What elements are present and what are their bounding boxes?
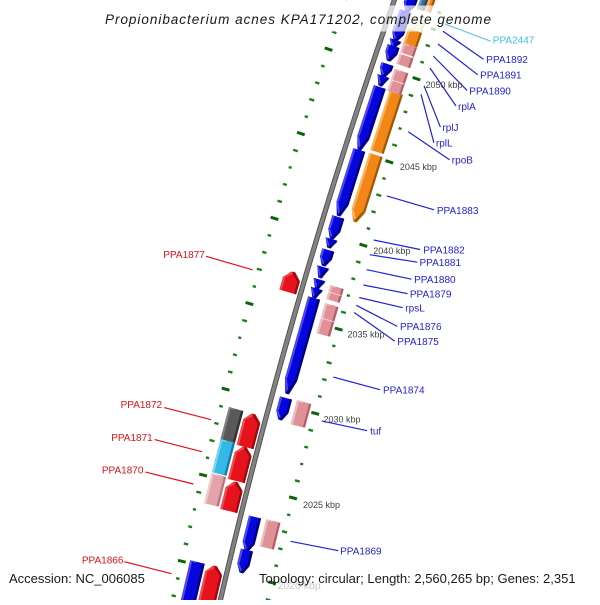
svg-text:PPA1869: PPA1869 bbox=[340, 547, 382, 558]
svg-text:2030 kbp: 2030 kbp bbox=[324, 414, 361, 424]
svg-text:PPA1871: PPA1871 bbox=[111, 433, 153, 444]
svg-text:2035 kbp: 2035 kbp bbox=[348, 330, 385, 340]
svg-text:PPA1892: PPA1892 bbox=[486, 55, 528, 66]
svg-text:Propionibacterium acnes KPA171: Propionibacterium acnes KPA171202, compl… bbox=[105, 12, 491, 27]
svg-text:PPA1882: PPA1882 bbox=[423, 245, 465, 256]
svg-text:Topology: circular; Length: 2,: Topology: circular; Length: 2,560,265 bp… bbox=[259, 571, 576, 586]
svg-text:PPA1866: PPA1866 bbox=[82, 556, 124, 567]
svg-text:PPA1875: PPA1875 bbox=[397, 337, 439, 348]
svg-text:PPA1881: PPA1881 bbox=[420, 258, 462, 269]
svg-text:PPA2447: PPA2447 bbox=[493, 35, 535, 46]
svg-text:PPA1879: PPA1879 bbox=[410, 289, 452, 300]
svg-text:Accession: NC_006085: Accession: NC_006085 bbox=[9, 571, 145, 586]
svg-text:PPA1872: PPA1872 bbox=[121, 400, 163, 411]
svg-text:rplA: rplA bbox=[458, 102, 476, 113]
svg-text:PPA1876: PPA1876 bbox=[400, 322, 442, 333]
svg-text:rplL: rplL bbox=[436, 139, 453, 150]
svg-text:tuf: tuf bbox=[370, 427, 381, 438]
svg-text:rpsL: rpsL bbox=[405, 304, 425, 315]
svg-text:PPA1890: PPA1890 bbox=[469, 86, 511, 97]
svg-text:rpoB: rpoB bbox=[452, 156, 473, 167]
svg-text:2045 kbp: 2045 kbp bbox=[400, 162, 437, 172]
svg-text:PPA1880: PPA1880 bbox=[414, 275, 456, 286]
svg-text:PPA1870: PPA1870 bbox=[102, 465, 144, 476]
svg-text:PPA1891: PPA1891 bbox=[480, 71, 522, 82]
svg-text:2050 kbp: 2050 kbp bbox=[426, 80, 463, 90]
svg-text:rplJ: rplJ bbox=[442, 123, 458, 134]
svg-text:2020 kbp: 2020 kbp bbox=[278, 580, 321, 592]
svg-text:2040 kbp: 2040 kbp bbox=[373, 246, 410, 256]
svg-text:PPA1877: PPA1877 bbox=[163, 250, 205, 261]
svg-text:PPA1874: PPA1874 bbox=[383, 386, 425, 397]
svg-text:2025 kbp: 2025 kbp bbox=[303, 500, 340, 510]
svg-text:PPA1883: PPA1883 bbox=[437, 206, 479, 217]
